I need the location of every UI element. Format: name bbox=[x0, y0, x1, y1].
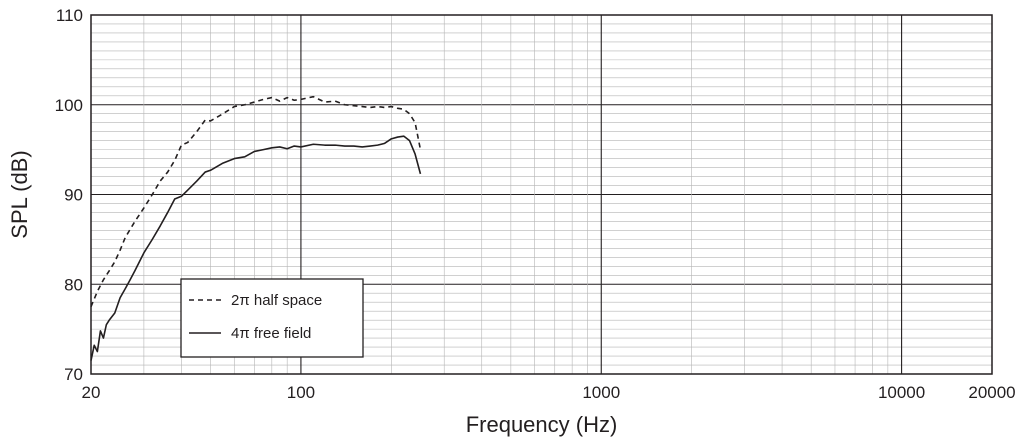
y-tick-label: 70 bbox=[64, 365, 83, 384]
series-line-0 bbox=[90, 95, 422, 307]
series-lines bbox=[90, 95, 422, 361]
x-tick-label: 100 bbox=[287, 383, 315, 402]
y-tick-label: 110 bbox=[56, 6, 83, 25]
legend-label-2pi-half-space: 2π half space bbox=[231, 292, 322, 309]
tick-labels: 20 100 1000 10000 20000 70 80 90 100 110 bbox=[55, 6, 1016, 402]
x-axis-title: Frequency (Hz) bbox=[466, 412, 618, 437]
plot-frame bbox=[90, 14, 993, 375]
legend-label-4pi-free-field: 4π free field bbox=[231, 325, 311, 342]
y-tick-label: 90 bbox=[64, 186, 83, 205]
series-line-1 bbox=[90, 135, 422, 361]
legend: 2π half space 4π free field bbox=[180, 278, 364, 358]
x-tick-label: 1000 bbox=[582, 383, 620, 402]
legend-box bbox=[180, 278, 364, 358]
y-axis-title: SPL (dB) bbox=[7, 150, 32, 238]
x-tick-label: 10000 bbox=[878, 383, 925, 402]
x-tick-label: 20 bbox=[82, 383, 101, 402]
y-tick-label: 80 bbox=[64, 275, 83, 294]
x-tick-label: 20000 bbox=[968, 383, 1015, 402]
y-tick-label: 100 bbox=[55, 96, 83, 115]
